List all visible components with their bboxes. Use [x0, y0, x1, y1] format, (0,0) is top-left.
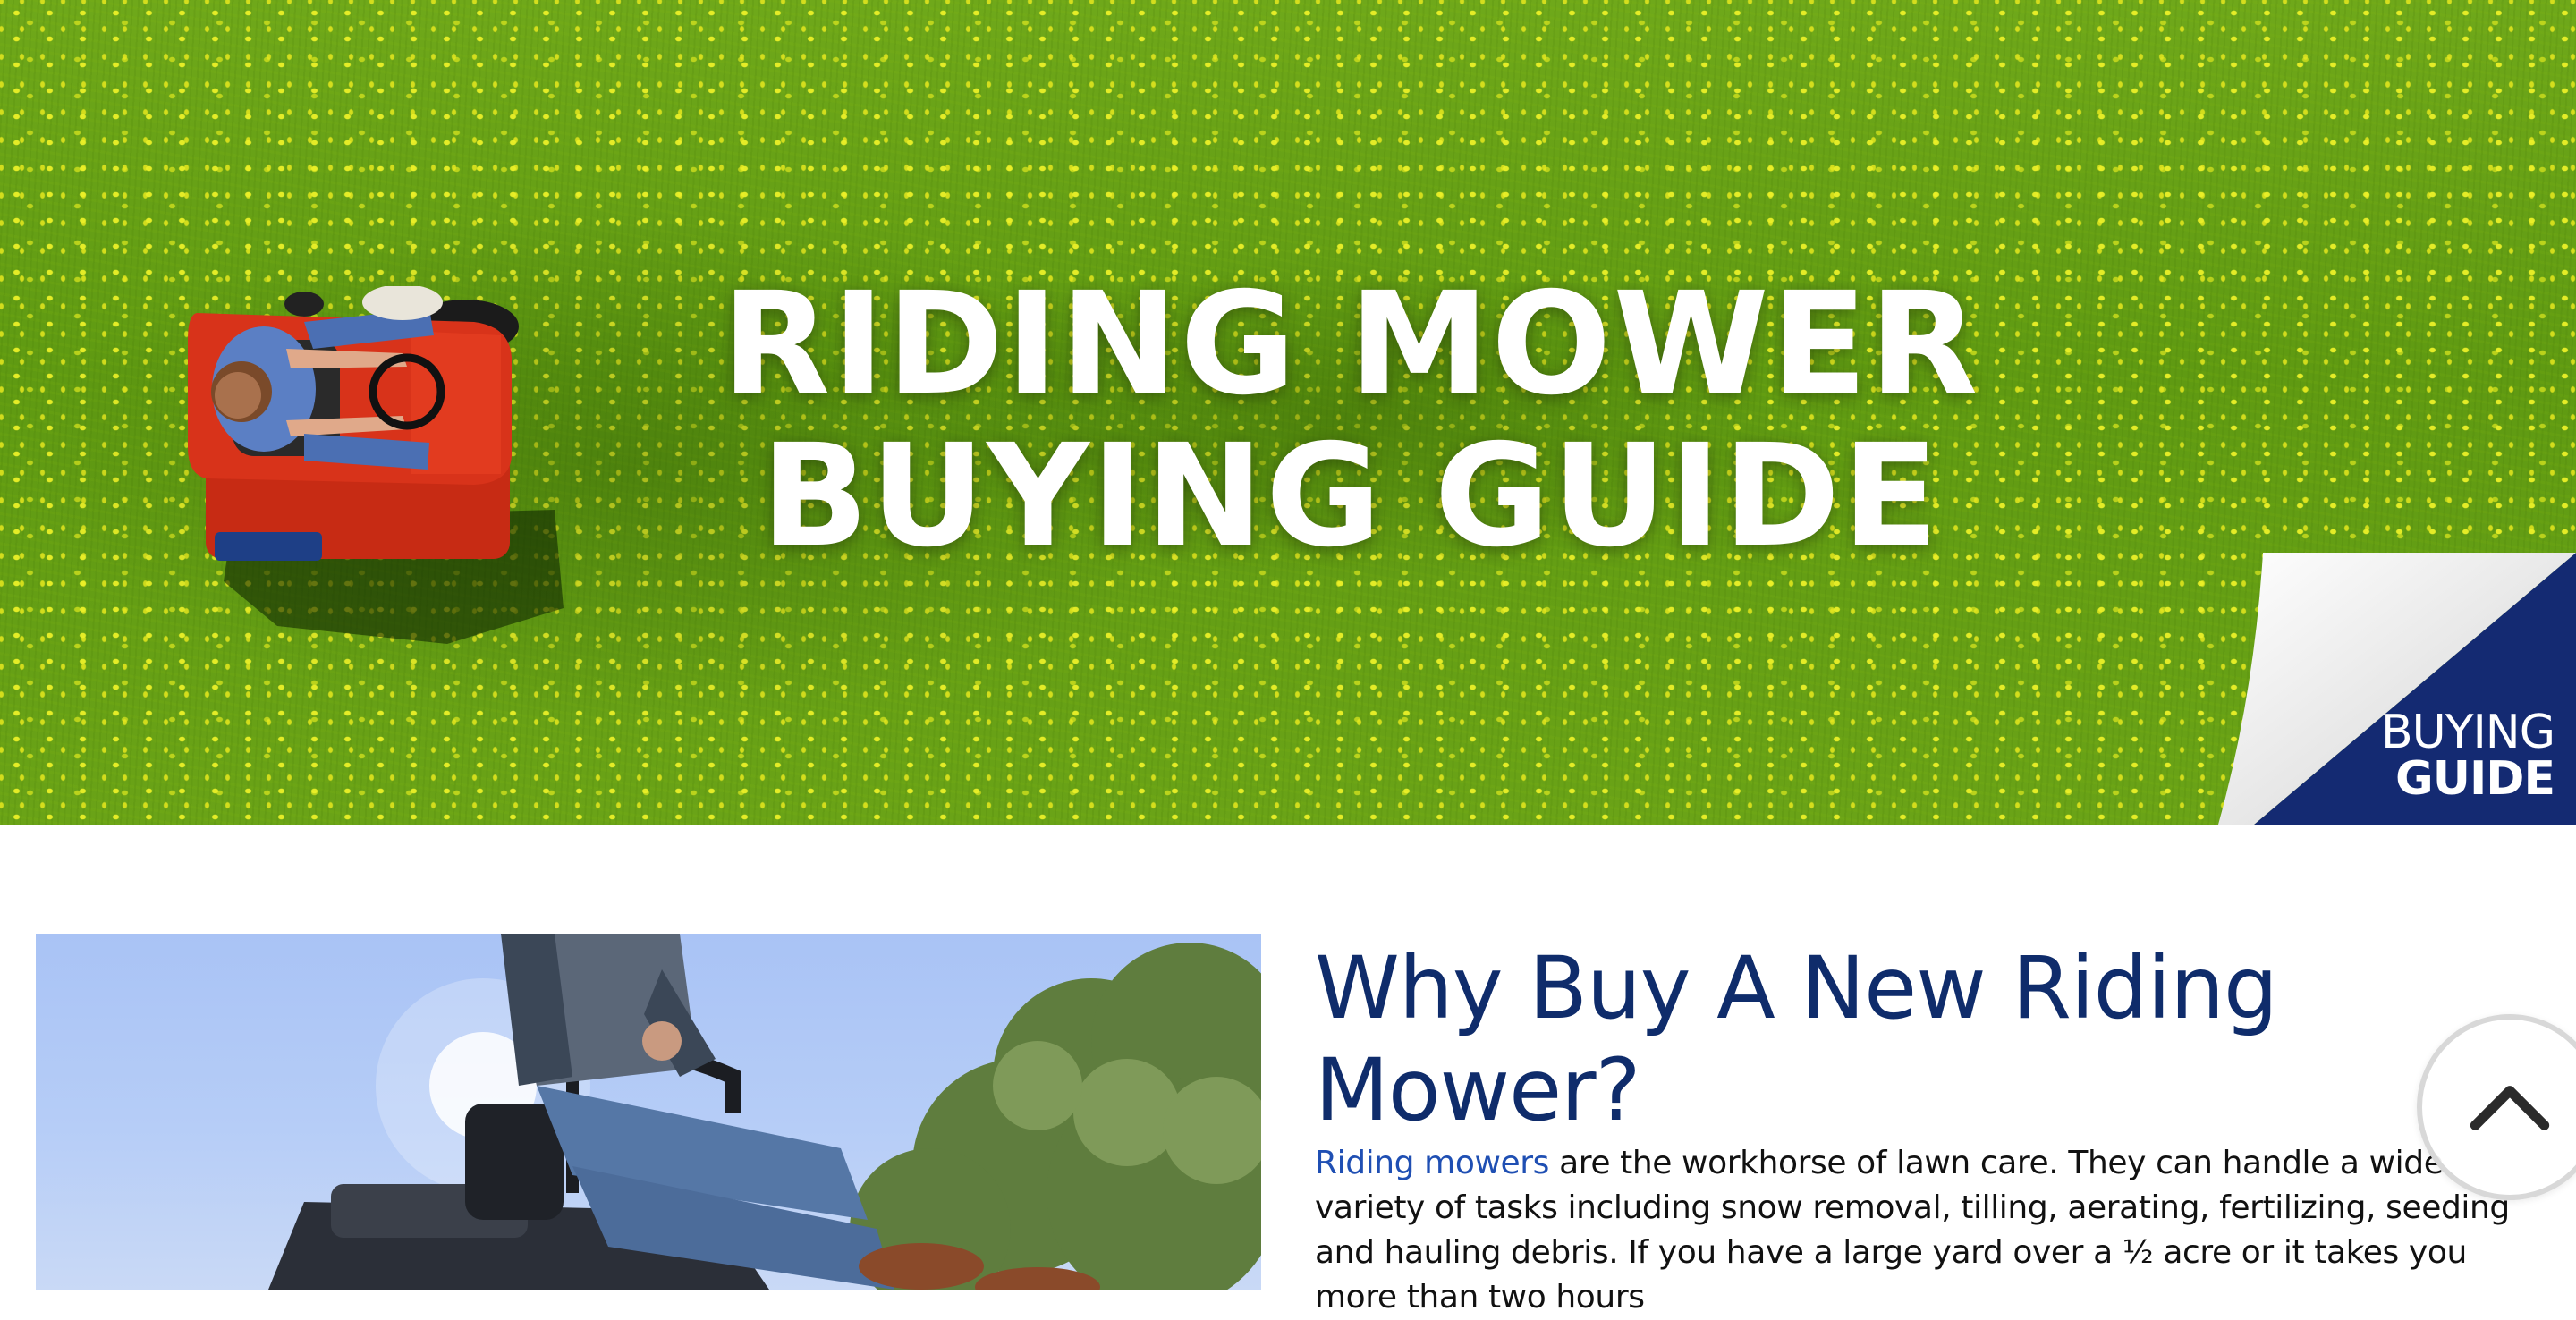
riding-mowers-link[interactable]: Riding mowers [1315, 1145, 1550, 1181]
intro-text: are the workhorse of lawn care. They can… [1315, 1145, 2510, 1316]
intro-paragraph: Riding mowers are the workhorse of lawn … [1315, 1141, 2540, 1320]
badge-text: BUYING GUIDE [2304, 709, 2555, 802]
chevron-up-icon [2470, 1086, 2550, 1130]
badge-text-line-2: GUIDE [2395, 752, 2555, 806]
badge-text-line-1: BUYING [2380, 706, 2555, 759]
buying-guide-badge: BUYING GUIDE [2218, 553, 2576, 825]
hero-title-line-1: RIDING MOWER [721, 262, 1980, 427]
hero-banner: RIDING MOWER BUYING GUIDE BUYING GUIDE [0, 0, 2576, 825]
rider-photo-illustration [268, 934, 1261, 1290]
hero-title: RIDING MOWER BUYING GUIDE [689, 268, 2012, 572]
section-title: Why Buy A New Riding Mower? [1315, 938, 2278, 1140]
hero-title-line-2: BUYING GUIDE [760, 414, 1941, 579]
back-to-top-button[interactable] [2417, 1014, 2576, 1200]
mower-rider-photo [36, 934, 1261, 1290]
page-curl-icon [2218, 553, 2576, 825]
riding-mower-illustration [188, 286, 564, 644]
